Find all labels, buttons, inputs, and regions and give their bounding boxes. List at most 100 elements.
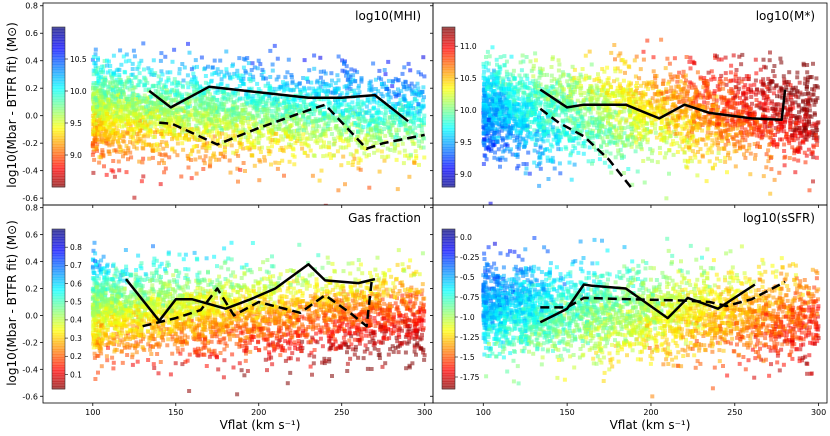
data-point — [117, 124, 122, 129]
data-point — [531, 99, 536, 104]
data-point — [659, 37, 664, 42]
data-point — [103, 129, 108, 134]
data-point — [319, 88, 324, 93]
data-point — [747, 142, 752, 147]
data-point — [422, 121, 426, 125]
data-point — [232, 71, 237, 76]
data-point — [231, 150, 236, 155]
data-point — [549, 73, 554, 78]
data-point — [412, 131, 417, 136]
data-point — [218, 134, 222, 139]
data-point — [91, 82, 96, 87]
data-point — [405, 153, 410, 158]
data-point — [649, 151, 654, 156]
data-point — [765, 124, 770, 129]
data-point — [203, 114, 208, 119]
data-point — [367, 153, 371, 157]
data-point — [198, 131, 203, 136]
data-point — [140, 145, 145, 150]
data-point — [125, 131, 130, 136]
data-point — [175, 136, 180, 141]
data-point — [186, 41, 190, 46]
data-point — [739, 62, 744, 67]
data-point — [256, 94, 261, 99]
data-point — [137, 71, 142, 76]
data-point — [228, 76, 233, 81]
data-point — [276, 107, 281, 112]
data-point — [757, 124, 762, 129]
data-point — [341, 139, 346, 144]
data-point — [372, 106, 377, 111]
data-point — [792, 151, 797, 156]
data-point — [277, 161, 282, 165]
data-point — [308, 102, 313, 107]
data-point — [291, 115, 296, 120]
data-point — [266, 121, 270, 126]
data-point — [167, 119, 172, 124]
data-point — [154, 101, 159, 106]
data-point — [141, 99, 146, 104]
data-point — [595, 126, 600, 130]
data-point — [269, 109, 274, 113]
data-point — [673, 127, 678, 132]
data-point — [116, 107, 121, 112]
data-point — [752, 142, 757, 146]
data-point — [314, 118, 319, 123]
data-point — [96, 65, 100, 70]
data-point — [179, 122, 184, 127]
data-point — [367, 185, 372, 190]
data-point — [189, 96, 194, 101]
data-point — [800, 119, 805, 124]
panel-1: -0.6-0.4-0.20.00.20.40.60.8log10(MHI)9.0… — [22, 2, 434, 208]
data-point — [384, 87, 388, 91]
data-point — [210, 72, 215, 77]
data-point — [482, 69, 487, 74]
data-point — [342, 69, 347, 74]
data-point — [227, 158, 232, 163]
data-point — [371, 128, 376, 133]
data-point — [105, 70, 110, 75]
data-point — [170, 81, 174, 86]
data-point — [725, 115, 730, 120]
data-point — [192, 87, 197, 92]
data-point — [813, 112, 817, 117]
data-point — [190, 134, 195, 139]
data-point — [219, 120, 224, 125]
data-point — [267, 96, 272, 100]
data-point — [302, 58, 307, 63]
data-point — [629, 94, 634, 99]
data-point — [277, 102, 282, 107]
data-point — [581, 98, 586, 103]
data-point — [618, 99, 623, 103]
data-point — [397, 136, 401, 140]
data-point — [96, 108, 101, 113]
data-point — [271, 131, 276, 136]
data-point — [215, 83, 220, 88]
data-point — [134, 97, 139, 101]
data-point — [99, 120, 104, 125]
data-point — [277, 94, 282, 99]
data-point — [737, 54, 742, 59]
data-point — [111, 139, 116, 144]
panels: -0.6-0.4-0.20.00.20.40.60.8log10(MHI)9.0… — [22, 2, 828, 417]
data-point — [210, 65, 215, 70]
data-point — [196, 149, 201, 154]
data-point — [518, 136, 523, 141]
data-point — [394, 127, 399, 132]
data-point — [109, 92, 114, 96]
data-point — [98, 128, 103, 133]
data-point — [258, 62, 263, 67]
data-point — [356, 85, 361, 90]
data-point — [368, 138, 373, 143]
data-point — [245, 116, 250, 121]
data-point — [210, 129, 215, 134]
data-point — [127, 87, 132, 92]
data-point — [803, 76, 808, 81]
data-point — [143, 120, 147, 125]
data-point — [419, 127, 424, 132]
data-point — [693, 85, 698, 90]
data-point — [192, 90, 197, 95]
data-point — [234, 108, 239, 113]
y-tick-label: -0.2 — [22, 139, 38, 148]
data-point — [793, 100, 798, 105]
